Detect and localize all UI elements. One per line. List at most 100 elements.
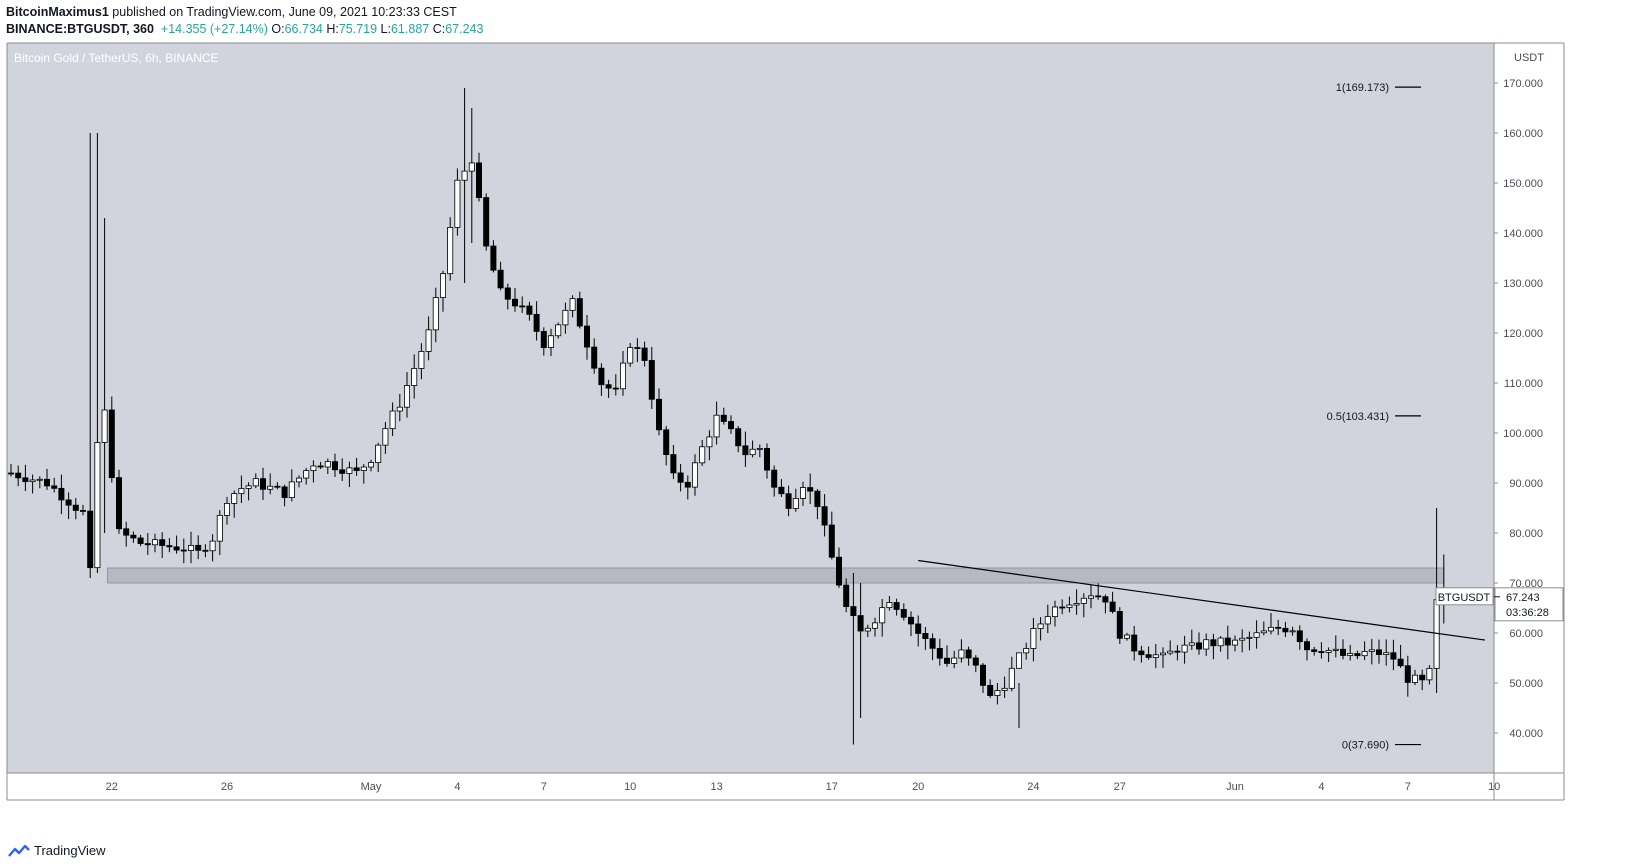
candle[interactable] [1059,599,1066,615]
candle[interactable] [620,351,627,396]
candle[interactable] [281,484,288,507]
candle[interactable] [1088,584,1095,609]
candle[interactable] [425,316,432,361]
candle[interactable] [295,475,302,488]
time-axis[interactable] [7,773,1494,800]
candle[interactable] [353,457,360,476]
candle[interactable] [728,415,735,434]
candle[interactable] [1404,655,1411,697]
candle[interactable] [929,633,936,661]
candle[interactable] [821,494,828,537]
candle[interactable] [555,322,562,339]
candle[interactable] [1138,645,1145,663]
candle[interactable] [785,485,792,517]
candle[interactable] [814,489,821,520]
candle[interactable] [87,133,94,578]
candle[interactable] [569,295,576,318]
candle[interactable] [454,168,461,236]
candle[interactable] [403,372,410,418]
candle[interactable] [375,442,382,473]
candle[interactable] [468,108,475,243]
candle[interactable] [972,655,979,673]
candle[interactable] [1124,632,1131,641]
candle[interactable] [1001,676,1008,698]
candle[interactable] [310,460,317,483]
candle[interactable] [1174,645,1181,661]
candle[interactable] [15,465,22,487]
candle[interactable] [1102,594,1109,614]
candle[interactable] [1188,629,1195,651]
candle[interactable] [584,314,591,360]
candle[interactable] [331,453,338,477]
candle[interactable] [1347,644,1354,661]
candle[interactable] [965,646,972,666]
candle[interactable] [483,193,490,251]
candle[interactable] [656,388,663,436]
candle[interactable] [238,475,245,503]
candle[interactable] [144,533,151,555]
candle[interactable] [1376,639,1383,664]
candle[interactable] [627,342,634,367]
candle[interactable] [159,532,166,559]
candle[interactable] [987,679,994,698]
candle[interactable] [1052,600,1059,627]
candle[interactable] [720,407,727,425]
candle[interactable] [944,645,951,667]
candle[interactable] [317,461,324,470]
candle[interactable] [1282,621,1289,637]
plot-area[interactable] [7,43,1494,773]
candle[interactable] [749,440,756,458]
candle[interactable] [80,504,87,516]
candle[interactable] [166,538,173,553]
candle[interactable] [223,496,230,525]
candle[interactable] [187,531,194,564]
candle[interactable] [209,534,216,562]
candle[interactable] [439,270,446,312]
candle[interactable] [130,531,137,543]
candle[interactable] [533,301,540,341]
candle[interactable] [1073,589,1080,615]
candle[interactable] [936,638,943,666]
candle[interactable] [202,544,209,558]
candle[interactable] [65,492,72,520]
candle[interactable] [382,421,389,454]
candle[interactable] [1030,617,1037,662]
candle[interactable] [900,603,907,621]
candle[interactable] [742,431,749,467]
candle[interactable] [1016,652,1023,728]
candle[interactable] [1145,646,1152,660]
candle[interactable] [1325,647,1332,662]
candle[interactable] [677,463,684,492]
candle[interactable] [108,396,115,483]
candle[interactable] [44,468,51,490]
candle[interactable] [461,88,468,283]
candle[interactable] [101,218,108,533]
candle[interactable] [540,327,547,356]
candle[interactable] [908,611,915,637]
candle[interactable] [259,467,266,501]
candle[interactable] [605,379,612,398]
candle[interactable] [706,430,713,461]
candle[interactable] [1318,642,1325,659]
candle[interactable] [1066,596,1073,613]
candle[interactable] [1116,607,1123,644]
candle[interactable] [123,521,130,547]
candle[interactable] [1275,619,1282,636]
candle[interactable] [1167,640,1174,656]
candle[interactable] [1181,635,1188,664]
candle[interactable] [7,463,14,477]
candle[interactable] [591,338,598,374]
candle[interactable] [857,583,864,718]
candle[interactable] [288,469,295,502]
candle[interactable] [648,346,655,409]
candle[interactable] [1289,626,1296,636]
candle[interactable] [411,354,418,399]
candle[interactable] [1160,647,1167,668]
candle[interactable] [771,465,778,497]
candle[interactable] [1217,636,1224,652]
candle[interactable] [778,479,785,497]
candle[interactable] [180,538,187,564]
candle[interactable] [1239,629,1246,653]
candle[interactable] [1131,625,1138,661]
candle[interactable] [1412,669,1419,686]
